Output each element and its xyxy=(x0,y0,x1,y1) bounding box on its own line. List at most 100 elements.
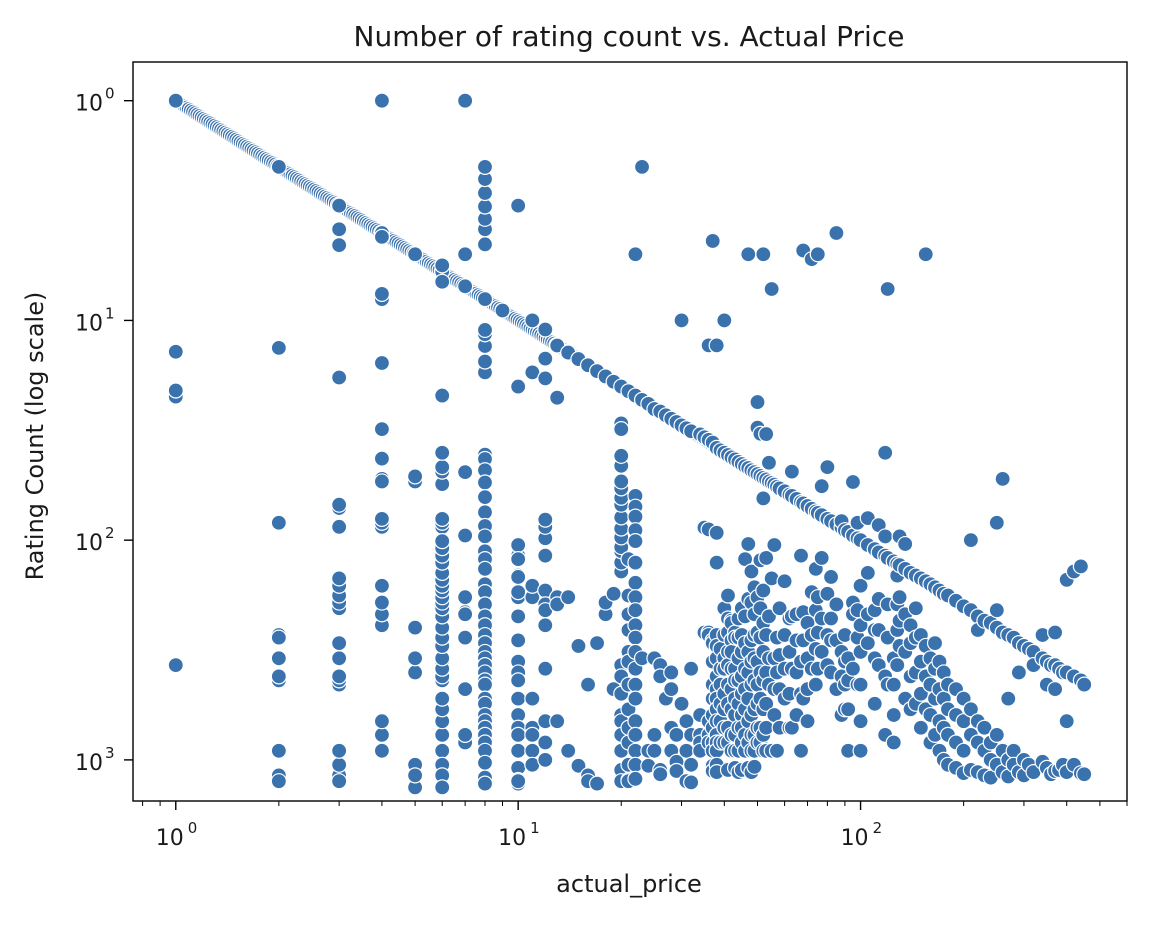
data-point xyxy=(510,584,527,601)
y-tick-exponent: 2 xyxy=(105,524,115,542)
data-point xyxy=(510,672,527,689)
data-point xyxy=(476,474,494,491)
data-point xyxy=(457,629,474,646)
data-point xyxy=(766,536,783,554)
data-point xyxy=(457,726,474,743)
data-point xyxy=(407,468,424,485)
data-point xyxy=(434,690,451,707)
data-point xyxy=(828,596,845,613)
data-point xyxy=(844,660,862,677)
data-point xyxy=(792,742,810,759)
data-point xyxy=(331,650,348,667)
data-point xyxy=(763,280,780,298)
data-point xyxy=(1076,676,1093,693)
data-point xyxy=(781,643,798,661)
data-point xyxy=(760,608,778,625)
data-point xyxy=(476,676,494,693)
data-point xyxy=(988,602,1005,619)
data-point xyxy=(476,754,494,771)
data-point xyxy=(716,312,733,329)
data-point xyxy=(331,518,348,535)
data-point xyxy=(476,528,494,545)
data-point xyxy=(331,742,348,759)
data-point xyxy=(588,775,606,792)
data-point xyxy=(537,617,554,634)
data-point xyxy=(167,343,184,360)
data-point xyxy=(755,582,772,599)
data-point xyxy=(476,489,494,506)
data-point xyxy=(646,742,663,759)
x-axis-label: actual_price xyxy=(556,870,702,898)
data-point xyxy=(852,742,869,759)
data-point xyxy=(270,629,287,646)
data-point xyxy=(1047,680,1064,698)
data-point xyxy=(270,339,287,356)
data-point xyxy=(373,726,391,743)
data-point xyxy=(962,532,979,549)
data-point xyxy=(476,321,494,339)
data-point xyxy=(434,257,451,274)
data-point xyxy=(524,690,541,707)
data-point xyxy=(813,478,830,495)
data-point xyxy=(270,650,287,667)
data-point xyxy=(926,635,944,652)
data-point xyxy=(683,660,700,677)
data-point xyxy=(768,742,786,759)
data-point xyxy=(570,637,587,655)
data-point xyxy=(167,382,184,399)
data-point xyxy=(758,549,775,567)
x-tick-exponent: 1 xyxy=(530,819,540,837)
data-point xyxy=(877,444,894,461)
y-tick-label: 10 xyxy=(75,92,103,117)
data-point xyxy=(476,236,494,253)
data-point xyxy=(331,668,348,685)
data-point xyxy=(627,770,644,787)
x-tick-exponent: 0 xyxy=(188,819,198,837)
x-axis-ticks: 10 0 10 1 10 2 xyxy=(156,801,882,851)
data-point xyxy=(476,184,494,202)
scatter-points xyxy=(167,92,1093,796)
data-point xyxy=(627,713,644,730)
data-point xyxy=(476,198,494,215)
data-point xyxy=(663,680,680,698)
data-point xyxy=(270,668,287,685)
data-point xyxy=(331,496,348,513)
data-point xyxy=(434,533,451,550)
data-point xyxy=(668,762,685,780)
data-point xyxy=(407,619,424,636)
data-point xyxy=(524,742,541,759)
data-point xyxy=(373,577,391,594)
data-point xyxy=(537,547,554,564)
data-point xyxy=(457,606,474,623)
data-point xyxy=(740,246,757,263)
data-point xyxy=(822,610,840,627)
data-point xyxy=(885,676,902,693)
data-point xyxy=(776,573,793,590)
data-point xyxy=(510,773,527,790)
y-tick-exponent: 3 xyxy=(105,744,115,762)
x-tick-label: 10 xyxy=(498,826,526,851)
data-point xyxy=(167,92,184,109)
data-point xyxy=(822,568,840,586)
data-point xyxy=(457,278,474,295)
data-point xyxy=(407,767,424,784)
data-point xyxy=(373,510,391,527)
data-point xyxy=(537,321,554,338)
data-point xyxy=(434,459,451,476)
data-point xyxy=(537,734,554,751)
y-tick-label: 10 xyxy=(75,531,103,556)
data-point xyxy=(434,742,451,759)
data-point xyxy=(613,421,630,438)
data-point xyxy=(373,742,391,759)
data-point xyxy=(613,473,630,490)
data-point xyxy=(537,511,554,528)
data-point xyxy=(852,713,869,730)
data-point xyxy=(537,751,554,768)
data-point xyxy=(819,585,836,602)
data-point xyxy=(912,719,929,736)
data-point xyxy=(373,354,391,372)
data-point xyxy=(627,690,644,707)
x-tick-label: 10 xyxy=(156,826,184,851)
